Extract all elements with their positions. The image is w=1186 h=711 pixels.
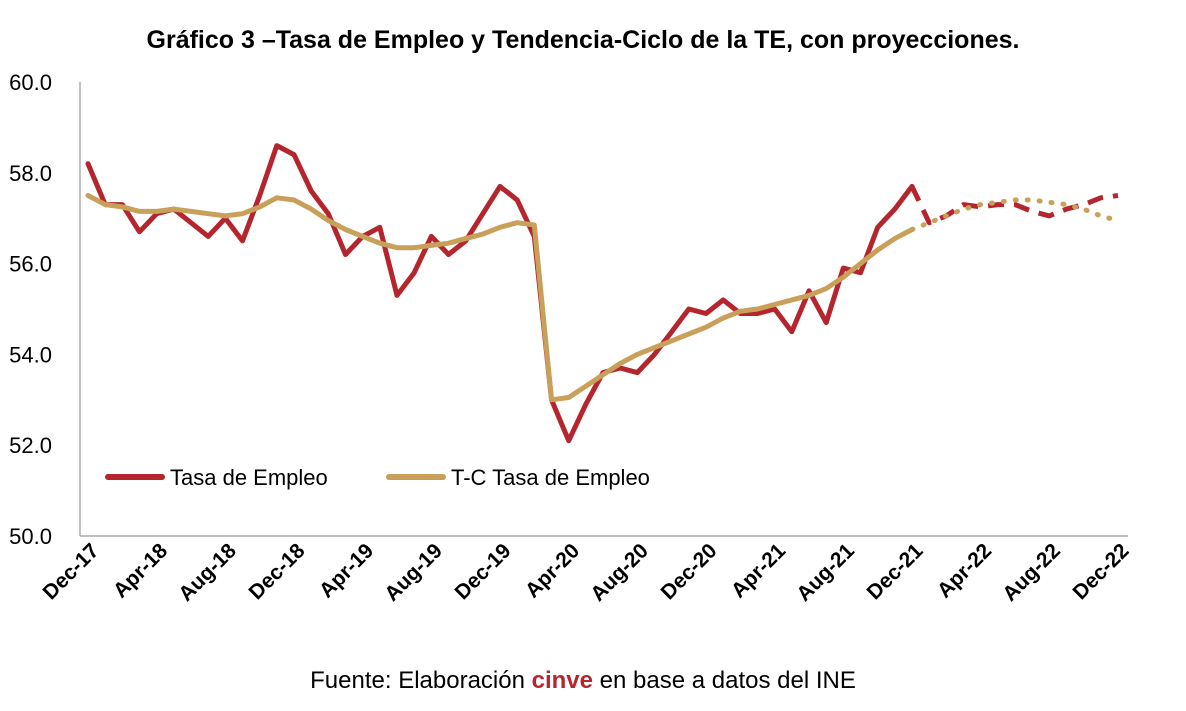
y-tick-label: 54.0 (9, 342, 52, 367)
source-note: Fuente: Elaboración cinve en base a dato… (310, 667, 856, 694)
x-tick-label: Aug-21 (792, 539, 859, 606)
y-tick-label: 50.0 (9, 524, 52, 549)
x-tick-labels: Dec-17 Apr-18 Aug-18 Dec-18 Apr-19 Aug-19 Dec-… (39, 539, 1134, 606)
source-prefix: Fuente: Elaboración (310, 667, 531, 694)
x-tick-label: Aug-19 (380, 539, 447, 606)
x-tick-label: Dec-20 (657, 539, 722, 604)
x-tick-label: Apr-19 (315, 539, 378, 602)
y-tick-label: 52.0 (9, 433, 52, 458)
x-tick-label: Dec-19 (451, 539, 516, 604)
legend: Tasa de Empleo T-C Tasa de Empleo (105, 465, 650, 490)
legend-item-tc-tasa-de-empleo: T-C Tasa de Empleo (386, 465, 650, 490)
series-line-tasa-de-empleo (85, 143, 915, 444)
x-tick-label: Aug-18 (174, 539, 241, 606)
chart-title: Gráfico 3 –Tasa de Empleo y Tendencia-Ci… (147, 26, 1020, 54)
legend-label-tc-tasa-de-empleo: T-C Tasa de Empleo (451, 465, 650, 490)
plot-area (85, 143, 1121, 444)
source-brand: cinve (532, 667, 593, 694)
legend-item-tasa-de-empleo: Tasa de Empleo (105, 465, 328, 490)
y-tick-label: 60.0 (9, 70, 52, 95)
legend-label-tasa-de-empleo: Tasa de Empleo (170, 465, 328, 490)
x-tick-label: Apr-21 (727, 539, 791, 603)
series-line-tasa-de-empleo-proyecci-n (909, 185, 1119, 226)
x-tick-label: Apr-18 (109, 539, 173, 603)
x-tick-label: Apr-22 (933, 539, 996, 602)
series-line-t-c-tasa-de-empleo-proyecci-n (909, 197, 1121, 232)
series-line-t-c-tasa-de-empleo (85, 193, 915, 403)
source-suffix: en base a datos del INE (593, 667, 856, 694)
y-tick-labels: 50.0 52.0 54.0 56.0 58.0 60.0 (9, 70, 52, 549)
x-tick-label: Aug-20 (586, 539, 653, 606)
x-tick-label: Dec-17 (39, 539, 104, 604)
x-tick-label: Dec-18 (245, 539, 310, 604)
y-tick-label: 56.0 (9, 252, 52, 277)
x-tick-label: Apr-20 (521, 539, 584, 602)
x-tick-label: Dec-21 (863, 539, 928, 604)
y-axis: 50.0 52.0 54.0 56.0 58.0 60.0 (9, 70, 81, 549)
x-axis: Dec-17 Apr-18 Aug-18 Dec-18 Apr-19 Aug-19 Dec-… (39, 535, 1134, 606)
x-tick-label: Aug-22 (998, 539, 1065, 606)
y-tick-label: 58.0 (9, 161, 52, 186)
x-tick-label: Dec-22 (1069, 539, 1134, 604)
